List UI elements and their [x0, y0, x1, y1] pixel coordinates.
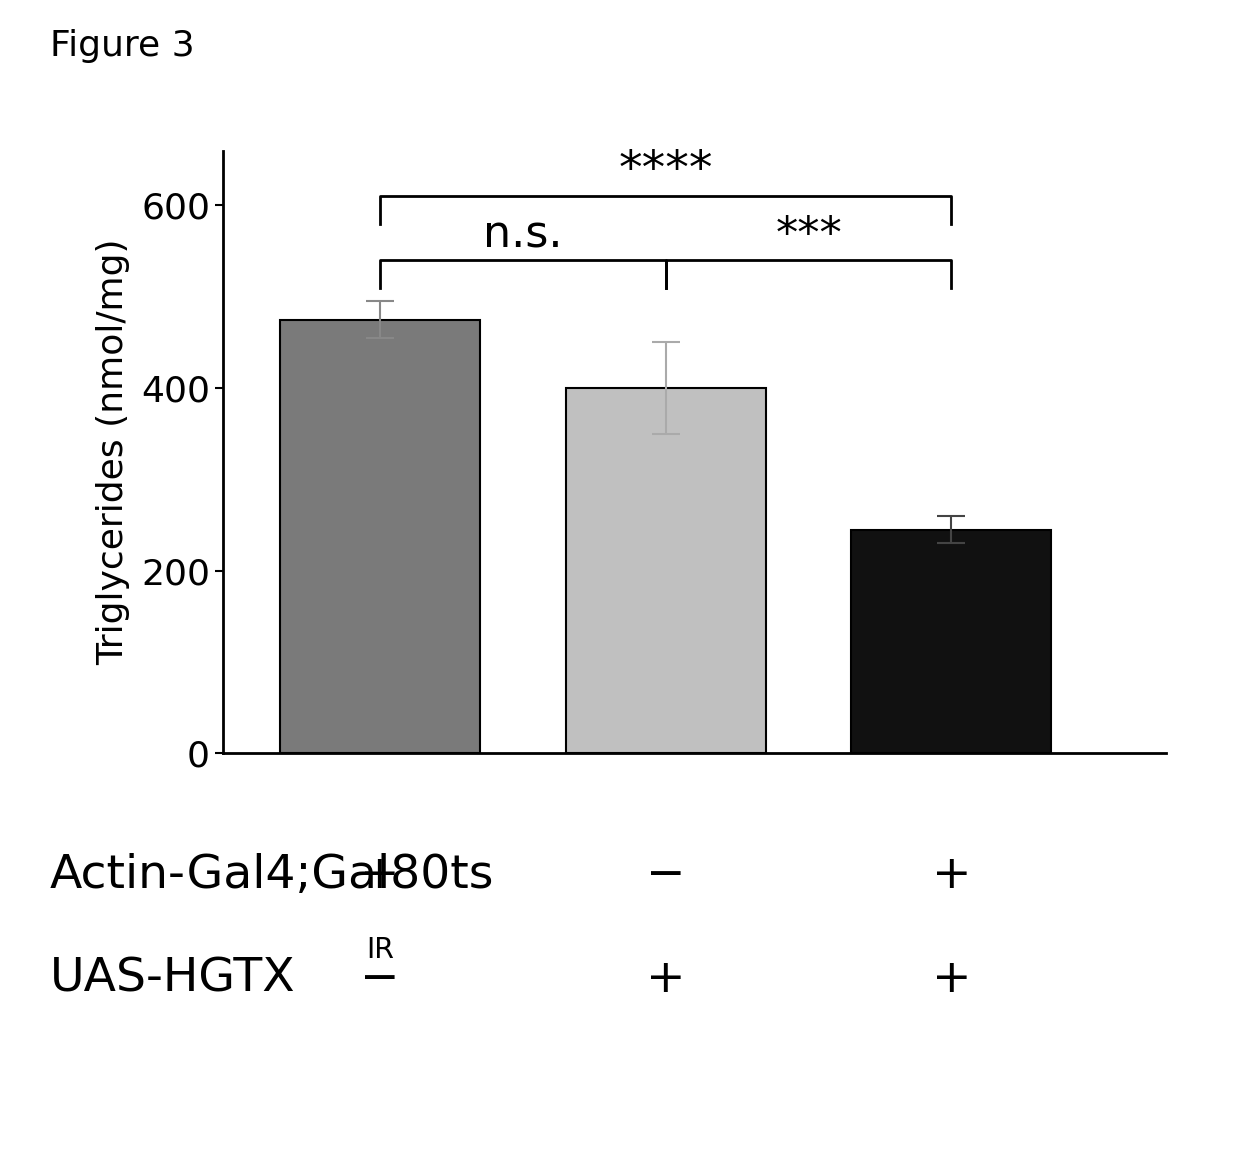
Bar	[565, 388, 766, 753]
Text: Figure 3: Figure 3	[50, 29, 195, 63]
Text: UAS-HGTX: UAS-HGTX	[50, 957, 295, 1001]
Bar	[852, 530, 1052, 753]
Text: +: +	[931, 957, 971, 1001]
Text: +: +	[361, 853, 401, 897]
Text: n.s.: n.s.	[484, 213, 563, 256]
Text: −: −	[361, 957, 401, 1001]
Text: +: +	[646, 957, 686, 1001]
Text: IR: IR	[366, 936, 394, 964]
Text: ****: ****	[619, 147, 713, 192]
Text: ***: ***	[775, 213, 842, 256]
Y-axis label: Triglycerides (nmol/mg): Triglycerides (nmol/mg)	[95, 239, 130, 665]
Text: Actin-Gal4;Gal80ts: Actin-Gal4;Gal80ts	[50, 853, 494, 897]
Bar	[280, 320, 480, 753]
Text: +: +	[931, 853, 971, 897]
Text: −: −	[646, 853, 686, 897]
